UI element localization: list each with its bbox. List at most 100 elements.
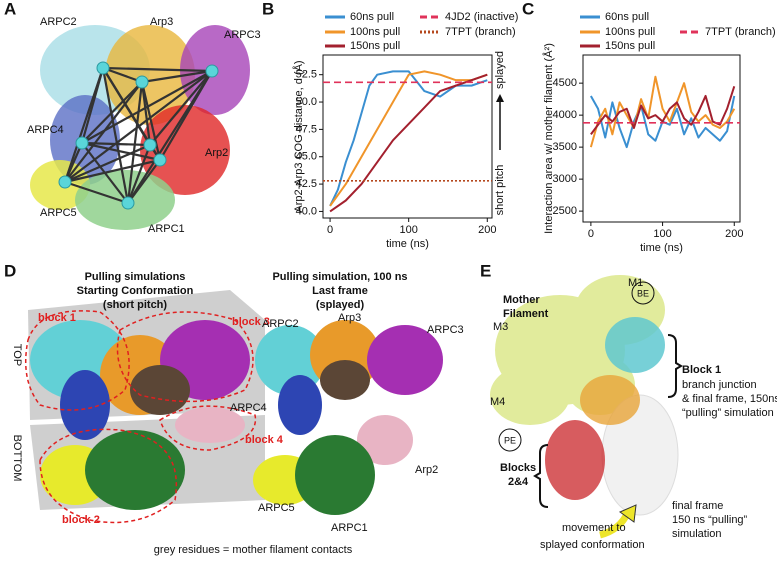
label: ARPC1 — [148, 223, 185, 235]
label: Block 1 — [682, 364, 721, 376]
series-line — [590, 86, 736, 135]
x-tick-label: 100 — [399, 224, 417, 236]
legend-label: 7TPT (branch) — [445, 26, 516, 38]
label: Blocks — [500, 462, 536, 474]
edge — [81, 141, 151, 147]
annotation-arrowhead — [496, 94, 504, 102]
series-line — [329, 70, 488, 207]
panel-letter: C — [522, 0, 534, 18]
x-tick-label: 0 — [327, 224, 333, 236]
edge — [64, 70, 213, 183]
edge — [64, 143, 151, 184]
block-label: block 1 — [38, 312, 76, 324]
panel-a-structure — [30, 25, 250, 230]
label: “pulling” simulation — [682, 407, 774, 419]
label: Arp2 — [415, 464, 438, 476]
y-axis-label: Arp2-Arp3 COG distance, d (Å) — [292, 60, 305, 212]
label: BE — [637, 288, 649, 298]
node — [121, 196, 135, 210]
x-tick-label: 0 — [588, 228, 594, 240]
label: ARPC4 — [230, 402, 267, 414]
edge — [149, 70, 213, 146]
label: M1 — [628, 277, 643, 289]
annotation: splayed — [494, 51, 506, 89]
label: Arp2 — [205, 147, 228, 159]
legend-label: 150ns pull — [350, 40, 400, 52]
legend-label: 7TPT (branch) — [705, 26, 776, 38]
title: Filament — [503, 308, 549, 320]
caption: grey residues = mother filament contacts — [154, 544, 353, 556]
panel-e-structure — [490, 275, 683, 539]
y-tick-label: 45.0 — [296, 151, 317, 163]
plot-frame — [582, 54, 741, 223]
y-axis-label: Interaction area w/ mother filament (Å²) — [542, 43, 555, 234]
edge — [101, 67, 130, 204]
label: M3 — [493, 321, 508, 333]
edge — [81, 141, 161, 162]
label: ARPC3 — [224, 29, 261, 41]
legend-label: 100ns pull — [605, 26, 655, 38]
node — [205, 64, 219, 78]
edge — [126, 81, 144, 204]
label: & final frame, 150ns — [682, 393, 777, 405]
label: ARPC1 — [331, 522, 368, 534]
block-label: block 3 — [232, 316, 270, 328]
title: Last frame — [312, 285, 368, 297]
panel-letter: D — [4, 261, 16, 280]
label: ARPC4 — [27, 124, 64, 136]
network — [58, 61, 219, 210]
edge — [127, 70, 213, 204]
node — [153, 153, 167, 167]
panel-d-structures — [25, 290, 443, 524]
edge — [63, 142, 84, 183]
legend-label: 150ns pull — [605, 40, 655, 52]
x-tick-label: 100 — [653, 228, 671, 240]
edge — [64, 180, 129, 205]
label: ARPC2 — [40, 16, 77, 28]
y-tick-label: 40.0 — [296, 205, 317, 217]
label: ARPC5 — [40, 207, 77, 219]
region-label: BOTTOM — [11, 435, 23, 482]
y-tick-label: 3500 — [553, 141, 577, 153]
label: splayed conformation — [540, 539, 645, 551]
y-tick-label: 42.5 — [296, 178, 317, 190]
legend-label: 60ns pull — [605, 11, 649, 23]
plot-frame — [322, 54, 493, 219]
region-label: TOP — [11, 344, 23, 366]
label: 2&4 — [508, 476, 529, 488]
edge — [141, 69, 213, 84]
y-tick-label: 2500 — [553, 205, 577, 217]
panel-letter: A — [4, 0, 16, 18]
series-line — [329, 70, 488, 207]
node — [58, 175, 72, 189]
title: Mother — [503, 294, 540, 306]
edge — [102, 66, 143, 84]
label: ARPC5 — [258, 502, 295, 514]
title: Starting Conformation — [77, 285, 194, 297]
label: Arp3 — [150, 16, 173, 28]
node — [75, 136, 89, 150]
label: ARPC3 — [427, 324, 464, 336]
node — [135, 75, 149, 89]
label: branch junction — [682, 379, 757, 391]
label: PE — [504, 435, 516, 445]
edge — [127, 159, 161, 204]
title: Pulling simulations — [85, 271, 186, 283]
series-line — [589, 75, 736, 148]
y-tick-label: 50.0 — [296, 96, 317, 108]
y-tick-label: 47.5 — [296, 123, 317, 135]
node — [96, 61, 110, 75]
edge — [81, 81, 143, 144]
edge — [63, 67, 105, 183]
legend-label: 4JD2 (inactive) — [445, 11, 518, 23]
series-line — [329, 73, 488, 213]
x-tick-label: 200 — [725, 228, 743, 240]
legend-label: 100ns pull — [350, 26, 400, 38]
block-label: block 2 — [62, 514, 100, 526]
title: Pulling simulation, 100 ns — [272, 271, 407, 283]
edge — [64, 158, 161, 184]
edge — [102, 66, 213, 73]
label: simulation — [672, 528, 722, 540]
annotation: short pitch — [494, 165, 506, 216]
